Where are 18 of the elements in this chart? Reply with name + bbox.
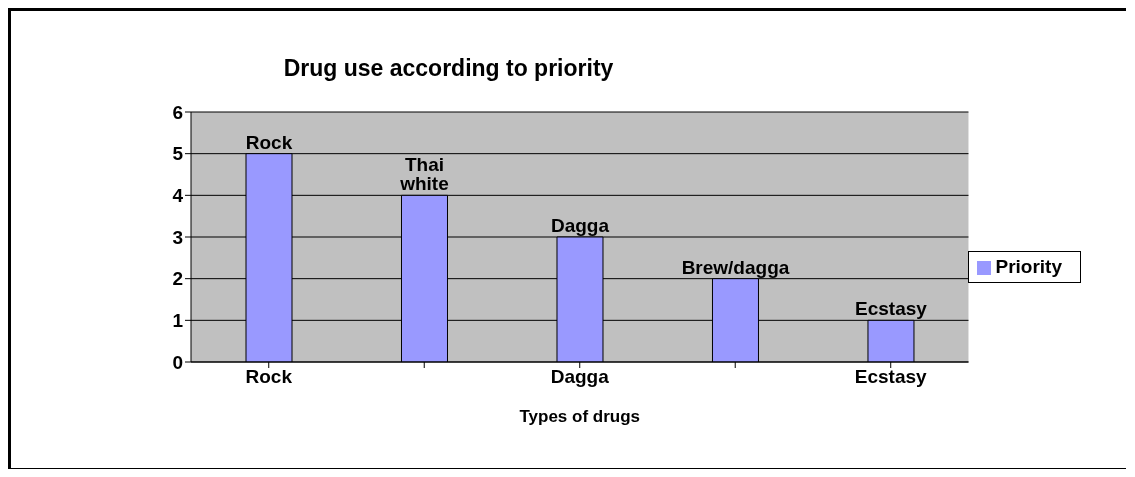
y-tick-label: 0: [172, 351, 183, 373]
y-tick-label: 2: [172, 268, 183, 290]
data-label: Ecstasy: [855, 298, 928, 320]
data-label: Brew/dagga: [681, 256, 790, 278]
data-label: Dagga: [550, 215, 610, 236]
y-tick-label: 5: [172, 143, 184, 165]
x-tick-label: Ecstasy: [854, 366, 928, 388]
data-label: Rock: [245, 131, 293, 153]
y-tick-label: 1: [172, 310, 184, 332]
x-tick-label: Rock: [245, 366, 293, 388]
y-tick-label: 4: [172, 185, 184, 207]
chart-title: Drug use according to priority: [282, 55, 615, 82]
y-tick-label: 6: [172, 101, 183, 123]
legend-label: Priority: [995, 256, 1062, 277]
x-tick-label: Dagga: [550, 366, 610, 388]
data-label: Thai white: [399, 154, 449, 195]
x-axis-title: Types of drugs: [519, 407, 641, 426]
y-tick-label: 3: [172, 226, 183, 248]
